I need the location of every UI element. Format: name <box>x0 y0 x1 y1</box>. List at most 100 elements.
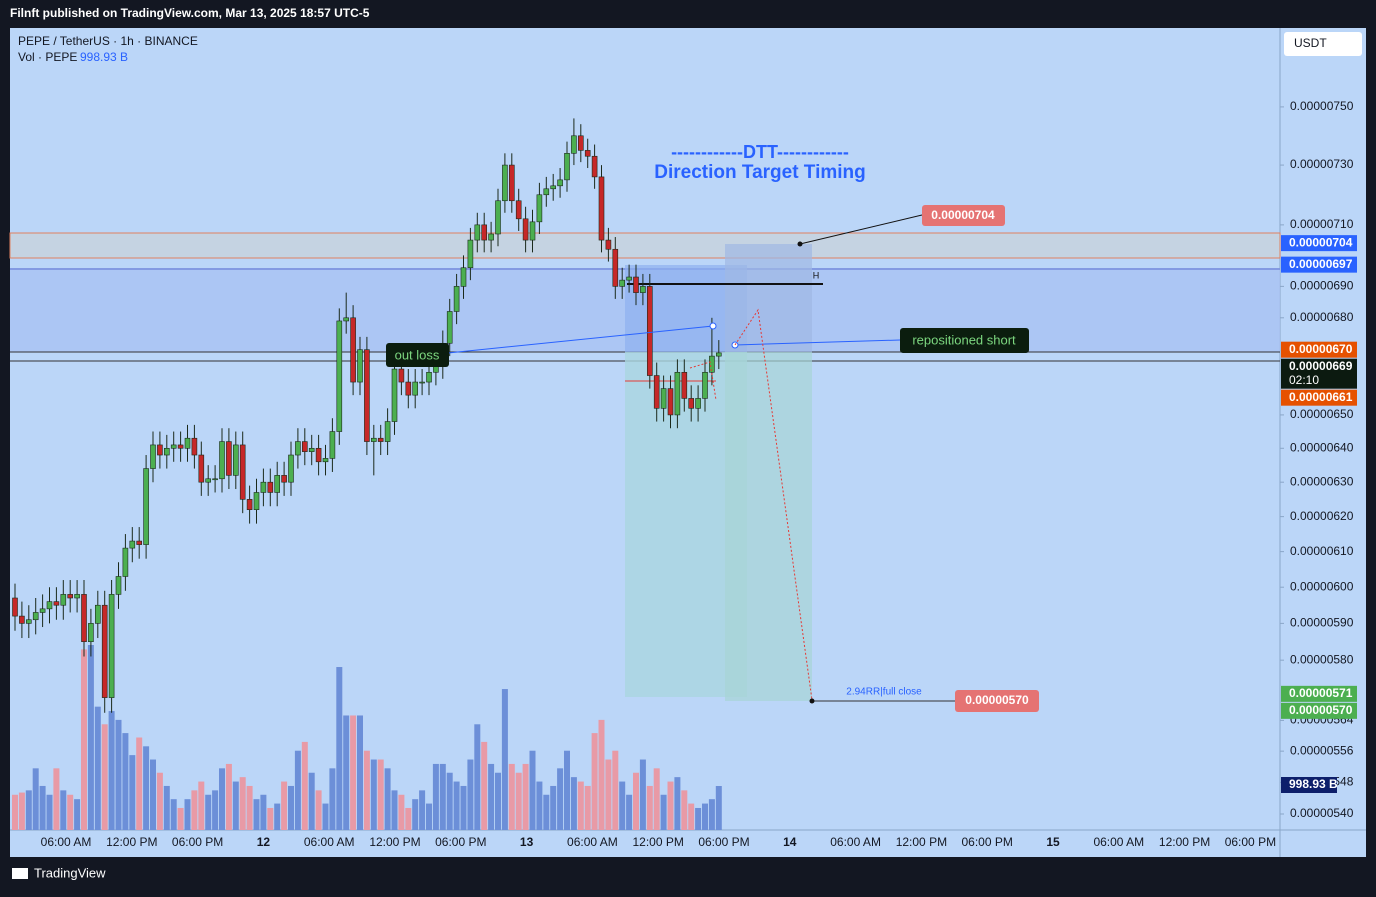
candle-body <box>12 597 18 617</box>
candle-body <box>322 458 329 463</box>
candle-body <box>25 619 32 624</box>
price-axis: 0.00000750 0.00000730 0.00000710 0.00000690… <box>41 99 1357 849</box>
volume-bar <box>515 772 522 830</box>
price-marker-label: 0.00000669 <box>1289 359 1353 373</box>
candle-body <box>74 594 80 599</box>
volume-bar <box>550 785 557 830</box>
candle-body <box>495 200 501 235</box>
volume-bar <box>667 781 674 830</box>
candle-body <box>515 200 522 220</box>
volume-bar <box>32 768 39 830</box>
candle-body <box>19 615 25 624</box>
candle-body <box>260 481 267 493</box>
volume-bar <box>688 803 695 830</box>
y-tick-label: 0.00000600 <box>1290 579 1354 593</box>
volume-bar <box>253 799 260 830</box>
volume-bar <box>322 803 329 830</box>
volume-bar <box>294 750 301 830</box>
volume-bar <box>591 733 598 830</box>
x-tick-label: 12:00 PM <box>1159 835 1210 849</box>
price-marker-label: 0.00000697 <box>1289 257 1353 271</box>
volume-bar <box>101 724 108 830</box>
symbol: PEPE / TetherUS · 1h · BINANCE <box>18 34 198 48</box>
candle-body <box>60 594 67 606</box>
y-tick-label: 0.00000620 <box>1290 509 1354 523</box>
candle-body <box>177 444 184 449</box>
candle-body <box>129 540 136 549</box>
price-marker <box>1281 702 1357 719</box>
volume-bar <box>198 781 205 830</box>
candle-body <box>32 612 39 621</box>
candle-body <box>702 371 708 399</box>
volume-bar <box>108 711 115 830</box>
volume-marker <box>1281 777 1337 793</box>
volume-bar <box>53 768 60 830</box>
note-box <box>386 343 449 367</box>
candles <box>12 118 722 830</box>
candle-body <box>377 437 384 442</box>
volume-bar <box>115 719 122 830</box>
candle-body <box>246 499 253 510</box>
volume-bar <box>357 715 363 830</box>
dtt-title: ------------DTT------------ <box>671 142 849 162</box>
trend-line <box>447 325 714 354</box>
high-mark: H <box>813 270 820 280</box>
candle-body <box>640 286 646 293</box>
volume-bar <box>239 777 246 830</box>
x-tick-label: 06:00 PM <box>435 835 486 849</box>
volume-bar <box>191 790 198 830</box>
volume-bar <box>577 781 584 830</box>
volume-bar <box>702 803 708 830</box>
volume-bar <box>598 719 605 830</box>
candle-body <box>136 540 142 545</box>
candle-body <box>543 188 550 196</box>
volume-bar <box>129 755 136 830</box>
volume-bar <box>564 750 570 830</box>
volume-bar <box>467 759 474 830</box>
candle-body <box>357 349 363 383</box>
candle-body <box>536 194 543 223</box>
x-tick-label: 15 <box>1046 835 1060 849</box>
currency-box[interactable] <box>1284 32 1362 56</box>
volume-bar <box>495 772 501 830</box>
anchor <box>809 698 815 704</box>
candle-body <box>667 388 674 416</box>
candle-body <box>453 286 460 312</box>
candle-body <box>715 352 722 357</box>
volume-bar <box>460 785 467 830</box>
volume-bar <box>681 790 688 830</box>
y-tick-label: 0.00000640 <box>1290 440 1354 454</box>
volume-bar <box>212 790 219 830</box>
reward-box <box>725 352 812 701</box>
x-tick-label: 12:00 PM <box>633 835 684 849</box>
volume-bar <box>446 772 453 830</box>
volume-bar <box>377 759 384 830</box>
candle-body <box>612 248 619 287</box>
y-tick-label: 0.00000630 <box>1290 474 1354 488</box>
volume-bar <box>570 777 577 830</box>
candle-body <box>633 276 639 293</box>
volume-bar <box>184 799 191 830</box>
x-tick-label: 06:00 PM <box>1225 835 1276 849</box>
candle-body <box>508 164 515 202</box>
candle-body <box>626 276 632 281</box>
volume-bar <box>708 799 715 830</box>
candle-body <box>198 454 205 483</box>
candle-body <box>274 475 281 493</box>
volume-bar <box>267 807 274 830</box>
y-tick-label: 0.00000730 <box>1290 157 1354 171</box>
x-tick-label: 12:00 PM <box>896 835 947 849</box>
x-tick-label: 13 <box>520 835 534 849</box>
volume-bar <box>122 733 129 830</box>
candle-body <box>681 371 688 399</box>
candle-body <box>115 576 122 595</box>
volume-bar <box>12 794 18 830</box>
volume-bar <box>281 781 288 830</box>
candle-body <box>405 381 412 396</box>
volume-bar <box>170 799 177 830</box>
note-box <box>900 328 1029 353</box>
volume-bar <box>405 807 412 830</box>
volume-bar <box>308 772 315 830</box>
volume-bar <box>639 759 646 830</box>
